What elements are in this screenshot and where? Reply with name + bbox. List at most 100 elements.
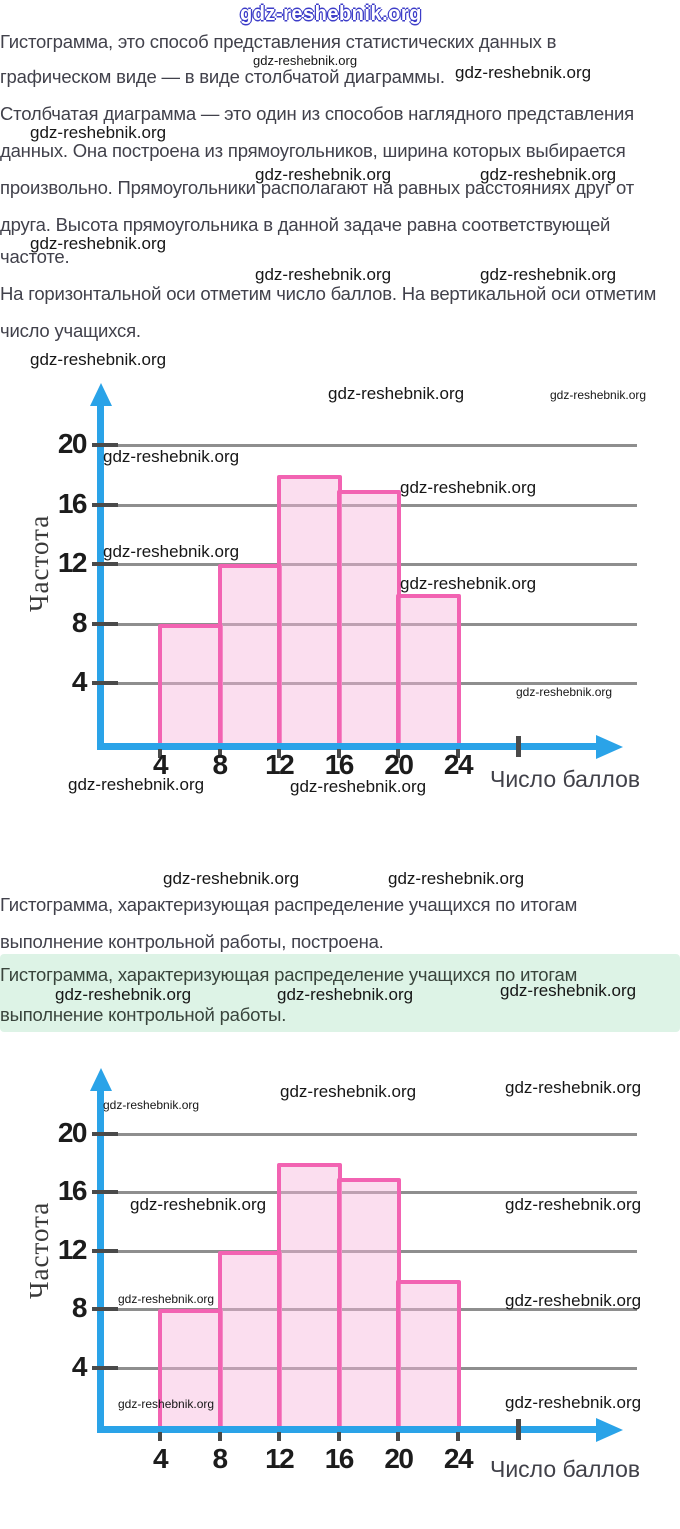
y-tick (92, 621, 118, 626)
intro-text-line: число учащихся. (0, 320, 141, 341)
x-axis-title: Число баллов (490, 1456, 641, 1482)
intro-text-line: данных. Она построена из прямоугольников… (0, 140, 626, 161)
y-tick-label: 20 (57, 428, 88, 459)
y-tick (92, 1365, 118, 1370)
x-tick (217, 1432, 222, 1441)
watermark: gdz-reshebnik.org (253, 53, 358, 68)
gridline (104, 1249, 637, 1253)
y-tick (92, 562, 118, 567)
watermark: gdz-reshebnik.org (277, 985, 414, 1004)
y-tick (92, 443, 118, 447)
y-tick (92, 1190, 118, 1195)
y-tick (92, 502, 118, 507)
x-tick-label: 20 (384, 1443, 414, 1474)
histogram-bar (277, 474, 342, 749)
y-axis-arrow-icon (90, 383, 112, 406)
histogram-bar (336, 1177, 402, 1432)
gridline (104, 444, 637, 447)
watermark: gdz-reshebnik.org (163, 869, 300, 888)
y-tick-label: 8 (71, 606, 88, 638)
intro-text-line: Гистограмма, это способ представления ст… (0, 31, 557, 52)
watermark: gdz-reshebnik.org (103, 542, 240, 561)
histogram-bar (277, 1163, 342, 1432)
y-axis-title: Частота (24, 514, 54, 613)
histogram-2: 4 8 12 16 20 4 8 12 16 20 24 Число баллов Частота (0, 1060, 680, 1529)
x-tick-label: 20 (384, 749, 414, 780)
x-tick (336, 1432, 341, 1441)
watermark: gdz-reshebnik.org (505, 1078, 642, 1097)
x-tick-label: 8 (212, 1443, 229, 1474)
y-tick (92, 1132, 118, 1136)
y-tick-label: 4 (71, 1350, 88, 1382)
y-tick (92, 1248, 118, 1253)
x-tick-label: 16 (324, 1443, 355, 1474)
watermark: gdz-reshebnik.org (505, 1393, 642, 1412)
histogram-bar (158, 1309, 223, 1432)
x-tick (277, 749, 282, 758)
y-tick-label: 20 (57, 1117, 88, 1148)
watermark: gdz-reshebnik.org (455, 63, 592, 82)
watermark: gdz-reshebnik.org (400, 574, 537, 593)
intro-text-line: частоте. (0, 246, 70, 267)
x-tick (336, 749, 341, 758)
x-tick (158, 1432, 162, 1441)
gridline (104, 622, 637, 626)
histogram-1: 4 8 12 16 20 4 8 12 16 20 24 Число баллов Частота (0, 380, 680, 800)
intro-text-line: Столбчатая диаграмма — это один из спосо… (0, 103, 634, 124)
x-tick-label: 12 (265, 749, 295, 780)
middle-text-line: Гистограмма, характеризующая распределен… (0, 894, 578, 915)
intro-text-line: графическом виде — в виде столбчатой диа… (0, 66, 445, 87)
watermark: gdz-reshebnik.org (240, 3, 422, 25)
x-tick (158, 749, 162, 758)
watermark: gdz-reshebnik.org (505, 1291, 642, 1310)
x-tick-unlabeled (515, 736, 521, 757)
x-tick-label: 16 (324, 749, 355, 780)
watermark: gdz-reshebnik.org (103, 447, 240, 466)
x-axis-title: Число баллов (490, 766, 641, 792)
watermark: gdz-reshebnik.org (388, 869, 525, 888)
middle-text-line: выполнение контрольной работы, построена… (0, 931, 384, 952)
watermark: gdz-reshebnik.org (130, 1195, 267, 1214)
y-tick-label: 16 (57, 487, 88, 519)
gridline (104, 1308, 637, 1312)
watermark: gdz-reshebnik.org (68, 775, 205, 794)
y-tick-label: 12 (57, 1233, 88, 1265)
watermark: gdz-reshebnik.org (516, 685, 613, 699)
x-axis (97, 1426, 598, 1433)
histogram-bar (217, 1250, 283, 1432)
watermark: gdz-reshebnik.org (118, 1292, 215, 1306)
x-axis-arrow-icon (596, 735, 623, 759)
watermark: gdz-reshebnik.org (118, 1397, 215, 1411)
watermark: gdz-reshebnik.org (255, 165, 392, 184)
watermark: gdz-reshebnik.org (280, 1082, 417, 1101)
watermark: gdz-reshebnik.org (500, 981, 637, 1000)
watermark: gdz-reshebnik.org (290, 777, 427, 796)
watermark: gdz-reshebnik.org (30, 123, 167, 142)
x-tick (456, 1432, 460, 1441)
x-tick (396, 1432, 401, 1441)
histogram-bar (217, 564, 283, 749)
watermark: gdz-reshebnik.org (480, 165, 617, 184)
watermark: gdz-reshebnik.org (103, 1098, 200, 1112)
watermark: gdz-reshebnik.org (480, 265, 617, 284)
answer-text-line: выполнение контрольной работы. (0, 1004, 287, 1025)
x-tick-label: 4 (152, 749, 169, 780)
histogram-bar (336, 489, 402, 749)
y-axis-title: Частота (24, 1201, 54, 1300)
x-tick (217, 749, 222, 758)
gridline (104, 1366, 637, 1370)
y-axis (97, 399, 104, 750)
watermark: gdz-reshebnik.org (30, 234, 167, 253)
histogram-bar (396, 594, 461, 749)
intro-text-line: На горизонтальной оси отметим число балл… (0, 283, 657, 304)
gridline (104, 1191, 637, 1195)
intro-text-line: произвольно. Прямоугольники располагают … (0, 177, 635, 198)
x-tick-unlabeled (515, 1419, 521, 1440)
watermark: gdz-reshebnik.org (255, 265, 392, 284)
x-axis (97, 743, 598, 750)
watermark: gdz-reshebnik.org (550, 388, 647, 402)
watermark: gdz-reshebnik.org (30, 350, 167, 369)
watermark: gdz-reshebnik.org (55, 985, 192, 1004)
y-tick-label: 8 (71, 1292, 88, 1324)
